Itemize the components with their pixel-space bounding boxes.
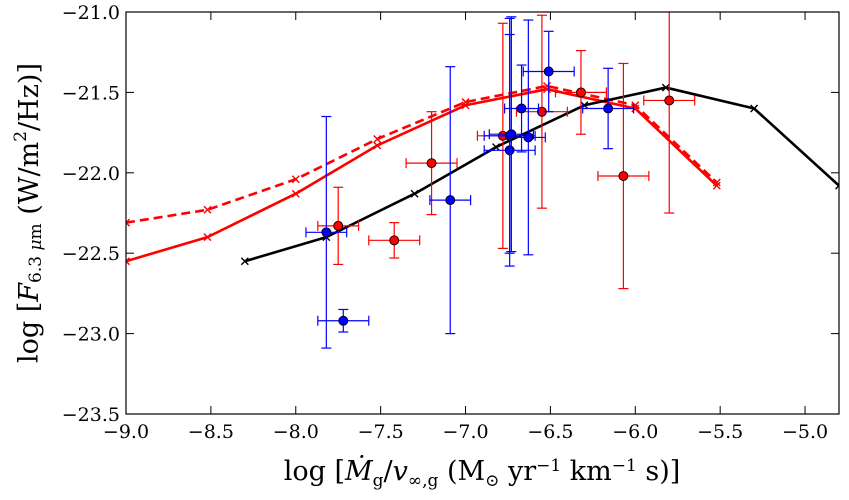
data-point-4 (317, 308, 370, 333)
marker-stroke (461, 101, 470, 110)
x-tick-label: −6.0 (612, 421, 658, 443)
data-point-marker (576, 87, 586, 98)
marker-stroke (291, 175, 300, 184)
data-point-marker (603, 103, 614, 114)
data-point-3 (597, 62, 650, 290)
axes-frame (125, 11, 840, 415)
x-tick-label: −6.5 (527, 421, 573, 443)
data-point-4 (522, 30, 575, 113)
plot-area (126, 12, 839, 414)
series-line-0 (126, 84, 718, 224)
data-point-3 (643, 12, 696, 214)
data-point-3 (405, 111, 458, 216)
marker-stroke (661, 83, 670, 92)
data-point-marker (618, 171, 629, 181)
tick-layer: −9.0 −8.5 −8.0 −7.5 −7.0 −6.5 −6.0 −5.5 −5.0 −21.… (62, 2, 839, 443)
marker-stroke (492, 143, 501, 152)
data-point-marker (445, 195, 456, 206)
marker-stroke (126, 260, 130, 266)
data-point-marker (389, 235, 400, 246)
marker-stroke (750, 104, 759, 113)
series-marker-0 (126, 218, 130, 227)
marker-stroke (126, 221, 130, 227)
series-marker-2 (661, 83, 670, 92)
x-tick-label: −5.0 (782, 421, 828, 443)
x-tick-label: −7.5 (358, 421, 404, 443)
data-point-4 (503, 64, 540, 153)
y-tick-label: −23.5 (62, 404, 120, 426)
series-marker-0 (373, 135, 382, 144)
marker-stroke (203, 205, 212, 214)
x-tick-label: −8.0 (273, 421, 319, 443)
data-point-marker (333, 220, 344, 231)
marker-stroke (580, 101, 589, 110)
series-marker-2 (492, 143, 501, 152)
series-marker-1 (543, 85, 552, 94)
series-marker-0 (291, 175, 300, 184)
marker-stroke (291, 189, 300, 198)
series-marker-1 (291, 189, 300, 198)
marker-stroke (126, 218, 130, 224)
series-marker-2 (240, 257, 249, 266)
x-tick-label: −9.0 (103, 421, 149, 443)
x-tick-label: −5.5 (697, 421, 743, 443)
marker-stroke (712, 181, 721, 190)
marker-stroke (126, 257, 130, 263)
series-marker-0 (203, 205, 212, 214)
data-point-4 (429, 66, 472, 335)
data-point-marker (523, 132, 534, 143)
series-marker-2 (835, 181, 839, 190)
marker-stroke (373, 141, 382, 150)
y-axis-title: log [F6.3 μm (W/m2/Hz)] (11, 63, 46, 363)
data-point-marker (516, 103, 527, 114)
x-axis-title: log [Ṁg/v∞,g (M⊙ yr−1 km−1 s)] (284, 454, 681, 491)
series-marker-1 (461, 101, 470, 110)
x-tick-label: −7.0 (442, 421, 488, 443)
data-point-marker (321, 227, 332, 238)
data-point-3 (317, 186, 360, 266)
data-point-4 (582, 67, 635, 150)
data-point-3 (368, 222, 421, 259)
y-tick-label: −21.0 (62, 2, 120, 24)
data-point-marker (338, 315, 349, 326)
data-layer (126, 12, 839, 349)
marker-stroke (203, 233, 212, 242)
marker-stroke (461, 98, 470, 107)
series-marker-1 (631, 104, 640, 113)
y-tick-label: −22.5 (62, 243, 120, 265)
series-marker-0 (543, 81, 552, 90)
series-marker-1 (203, 233, 212, 242)
marker-stroke (373, 135, 382, 144)
data-point-3 (554, 49, 608, 135)
series-marker-2 (750, 104, 759, 113)
data-point-4 (510, 19, 546, 256)
marker-stroke (835, 181, 839, 187)
data-point-4 (305, 115, 348, 349)
y-tick-label: −23.0 (62, 324, 120, 346)
y-tick-label: −22.0 (62, 163, 120, 185)
data-point-marker (426, 158, 437, 169)
series-marker-2 (410, 189, 419, 198)
series-line-1 (126, 87, 718, 263)
data-point-marker (664, 95, 675, 106)
marker-stroke (631, 104, 640, 113)
marker-stroke (543, 85, 552, 94)
marker-stroke (240, 257, 249, 266)
y-tick-label: −21.5 (62, 82, 120, 104)
marker-stroke (543, 81, 552, 90)
series-marker-2 (580, 101, 589, 110)
data-point-marker (543, 66, 554, 77)
marker-stroke (835, 184, 839, 190)
series-marker-1 (373, 141, 382, 150)
marker-stroke (410, 189, 419, 198)
x-tick-label: −8.5 (188, 421, 234, 443)
series-marker-1 (126, 257, 130, 266)
series-marker-1 (712, 181, 721, 190)
